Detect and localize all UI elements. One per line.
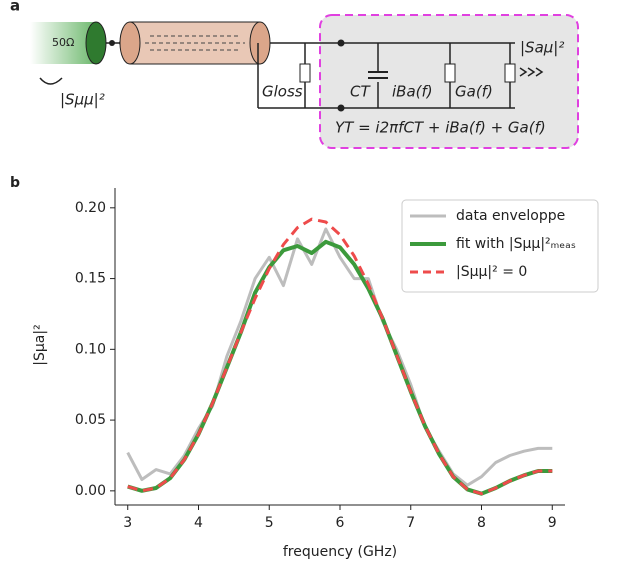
- y-tick-label: 0.15: [75, 271, 106, 287]
- node: [337, 39, 345, 47]
- x-tick-label: 5: [265, 515, 274, 531]
- x-tick-label: 9: [548, 515, 557, 531]
- ct-label: CT: [350, 83, 371, 101]
- legend-label: data enveloppe: [456, 208, 565, 224]
- radiation: [519, 67, 544, 77]
- s-mumu-label: |Sμμ|²: [60, 91, 105, 109]
- resistor: [504, 63, 516, 83]
- source-cable: [30, 22, 96, 64]
- cable-end: [119, 21, 141, 65]
- resistor: [299, 63, 311, 83]
- ga-label: Ga(f): [455, 83, 493, 101]
- legend-label: |Sμμ|² = 0: [456, 264, 527, 280]
- node: [109, 40, 115, 46]
- legend-box: [401, 199, 599, 293]
- y-tick-label: 0.20: [75, 200, 106, 216]
- resistor: [444, 63, 456, 83]
- gloss-label: Gloss: [262, 83, 303, 101]
- y-axis-label: |Sμa|²: [32, 324, 48, 365]
- s-amu-label: |Saμ|²: [520, 39, 564, 57]
- node: [337, 104, 345, 112]
- y-tick-label: 0.05: [75, 412, 106, 428]
- series-line: [127, 217, 553, 496]
- series-line: [126, 227, 553, 487]
- source-label: 50Ω: [52, 36, 74, 49]
- legend-label: fit with |Sμμ|²ₘₑₐₛ: [456, 236, 576, 252]
- x-tick-label: 3: [123, 515, 132, 531]
- circuit-diagram: a 50Ω |Sμμ|² Gloss CT iBa(f) Ga(f) |Saμ|…: [10, 0, 579, 149]
- x-tick-label: 4: [194, 515, 203, 531]
- y-tick-label: 0.00: [75, 483, 106, 499]
- plot: 0.00 0.05 0.10 0.15 0.20 3 4 5 6 7 8 9 data envelopp…: [75, 188, 599, 531]
- equation: YT = i2πfCT + iBa(f) + Ga(f): [335, 119, 546, 137]
- lumped-elements: [145, 35, 245, 51]
- ib-label: iBa(f): [392, 83, 433, 101]
- legend: data enveloppe fit with |Sμμ|²ₘₑₐₛ |Sμμ|² …: [401, 199, 599, 293]
- x-tick-label: 8: [477, 515, 486, 531]
- y-tick-label: 0.10: [75, 341, 106, 357]
- cable-end: [249, 21, 271, 65]
- arrow: [39, 77, 63, 85]
- wires: [257, 42, 515, 109]
- panel-label: b: [10, 175, 20, 191]
- panel-label: a: [10, 0, 20, 15]
- cable-end: [85, 21, 107, 65]
- x-tick-label: 6: [336, 515, 345, 531]
- x-axis-label: frequency (GHz): [283, 544, 397, 560]
- x-tick-label: 7: [406, 515, 415, 531]
- capacitor: [368, 71, 388, 79]
